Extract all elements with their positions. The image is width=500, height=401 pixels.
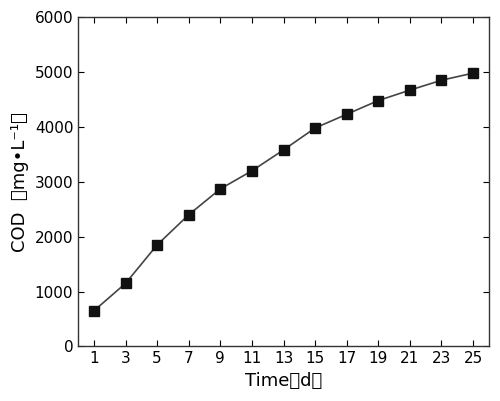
Y-axis label: COD  （mg•L⁻¹）: COD （mg•L⁻¹） (11, 112, 29, 252)
X-axis label: Time（d）: Time（d） (245, 372, 322, 390)
